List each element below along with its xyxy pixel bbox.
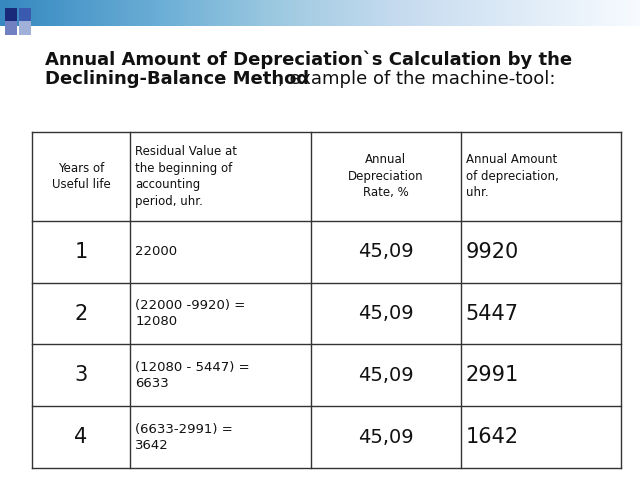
Text: 45,09: 45,09 (358, 366, 413, 385)
Text: Annual Amount of Depreciation`s Calculation by the: Annual Amount of Depreciation`s Calculat… (45, 50, 572, 69)
Text: 3: 3 (74, 365, 88, 385)
Text: Residual Value at
the beginning of
accounting
period, uhr.: Residual Value at the beginning of accou… (135, 145, 237, 208)
Text: (12080 - 5447) =
6633: (12080 - 5447) = 6633 (135, 361, 250, 390)
Text: 45,09: 45,09 (358, 242, 413, 261)
Text: (22000 -9920) =
12080: (22000 -9920) = 12080 (135, 299, 246, 328)
Text: 1: 1 (74, 242, 88, 262)
Text: 2: 2 (74, 303, 88, 324)
Text: 45,09: 45,09 (358, 428, 413, 446)
Text: Annual Amount
of depreciation,
uhr.: Annual Amount of depreciation, uhr. (466, 154, 559, 199)
Text: , example of the machine-tool:: , example of the machine-tool: (278, 70, 556, 88)
Text: 9920: 9920 (466, 242, 519, 262)
Text: 5447: 5447 (466, 303, 519, 324)
Text: 22000: 22000 (135, 245, 177, 258)
Text: (6633-2991) =
3642: (6633-2991) = 3642 (135, 422, 233, 452)
Text: Annual
Depreciation
Rate, %: Annual Depreciation Rate, % (348, 154, 424, 199)
Text: Declining-Balance Method: Declining-Balance Method (45, 70, 309, 88)
Text: 45,09: 45,09 (358, 304, 413, 323)
Text: 2991: 2991 (466, 365, 519, 385)
Text: 1642: 1642 (466, 427, 519, 447)
Text: Years of
Useful life: Years of Useful life (52, 162, 111, 191)
Text: 4: 4 (74, 427, 88, 447)
